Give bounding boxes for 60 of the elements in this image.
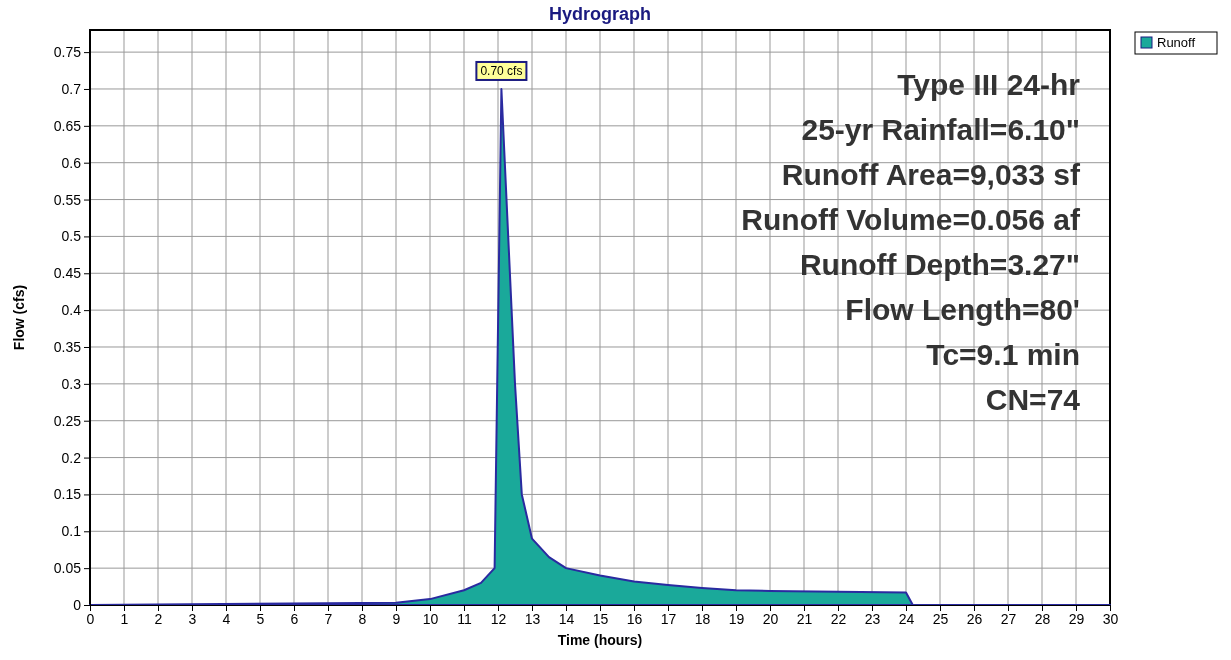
x-tick-label: 25 [932, 610, 949, 627]
x-tick-label: 9 [392, 610, 401, 627]
annotation: Runoff Area=9,033 sf [781, 158, 1082, 191]
x-tick-label: 21 [796, 610, 813, 627]
x-tick-label: 13 [524, 610, 541, 627]
annotation: 25-yr Rainfall=6.10" [801, 113, 1080, 146]
annotation: Runoff Volume=0.056 af [741, 203, 1082, 236]
annotation: 0.70 cfs [480, 63, 523, 78]
y-tick-label: 0.1 [61, 523, 82, 540]
y-tick-label: 0.65 [53, 117, 82, 134]
x-axis-title: Time (hours) [557, 632, 643, 648]
y-tick-label: 0.2 [61, 449, 82, 466]
annotation: Tc=9.1 min [926, 338, 1080, 371]
y-tick-label: 0.6 [61, 154, 82, 171]
x-tick-label: 20 [762, 610, 779, 627]
x-tick-label: 29 [1068, 610, 1085, 627]
x-tick-label: 27 [1000, 610, 1017, 627]
y-tick-label: 0.3 [61, 375, 82, 392]
annotation: Flow Length=80' [845, 293, 1080, 326]
x-tick-label: 2 [154, 610, 163, 627]
chart-title: Hydrograph [548, 4, 652, 24]
x-tick-label: 14 [558, 610, 575, 627]
x-tick-label: 0 [86, 610, 95, 627]
x-tick-label: 6 [290, 610, 299, 627]
x-tick-label: 11 [457, 610, 472, 627]
annotation: Type III 24-hr [897, 68, 1081, 101]
x-tick-label: 23 [864, 610, 881, 627]
y-tick-label: 0.55 [53, 191, 82, 208]
y-axis-title: Flow (cfs) [11, 284, 27, 351]
y-tick-label: 0.45 [53, 265, 82, 282]
x-tick-label: 28 [1034, 610, 1051, 627]
x-tick-label: 7 [324, 610, 333, 627]
x-tick-label: 24 [898, 610, 915, 627]
x-tick-label: 17 [660, 610, 677, 627]
x-tick-label: 1 [120, 610, 129, 627]
x-tick-label: 19 [728, 610, 745, 627]
y-tick-label: 0.7 [61, 80, 82, 97]
y-tick-label: 0.75 [53, 44, 82, 61]
y-tick-label: 0.5 [61, 228, 82, 245]
x-tick-label: 26 [966, 610, 983, 627]
annotation: CN=74 [985, 383, 1081, 416]
y-tick-label: 0.25 [53, 412, 82, 429]
y-tick-label: 0 [73, 596, 82, 613]
x-tick-label: 22 [830, 610, 847, 627]
x-tick-label: 12 [490, 610, 507, 627]
y-tick-label: 0.15 [53, 486, 82, 503]
x-tick-label: 8 [358, 610, 367, 627]
y-tick-label: 0.05 [53, 560, 82, 577]
x-tick-label: 4 [222, 610, 231, 627]
x-tick-label: 5 [256, 610, 265, 627]
y-tick-label: 0.4 [61, 302, 82, 319]
x-tick-label: 15 [592, 610, 609, 627]
x-tick-label: 3 [188, 610, 197, 627]
legend-label: Runoff [1157, 35, 1196, 50]
x-tick-label: 16 [626, 610, 643, 627]
y-tick-label: 0.35 [53, 338, 82, 355]
x-tick-label: 30 [1102, 610, 1119, 627]
x-tick-label: 18 [694, 610, 711, 627]
annotation: Runoff Depth=3.27" [799, 248, 1080, 281]
x-tick-label: 10 [422, 610, 439, 627]
